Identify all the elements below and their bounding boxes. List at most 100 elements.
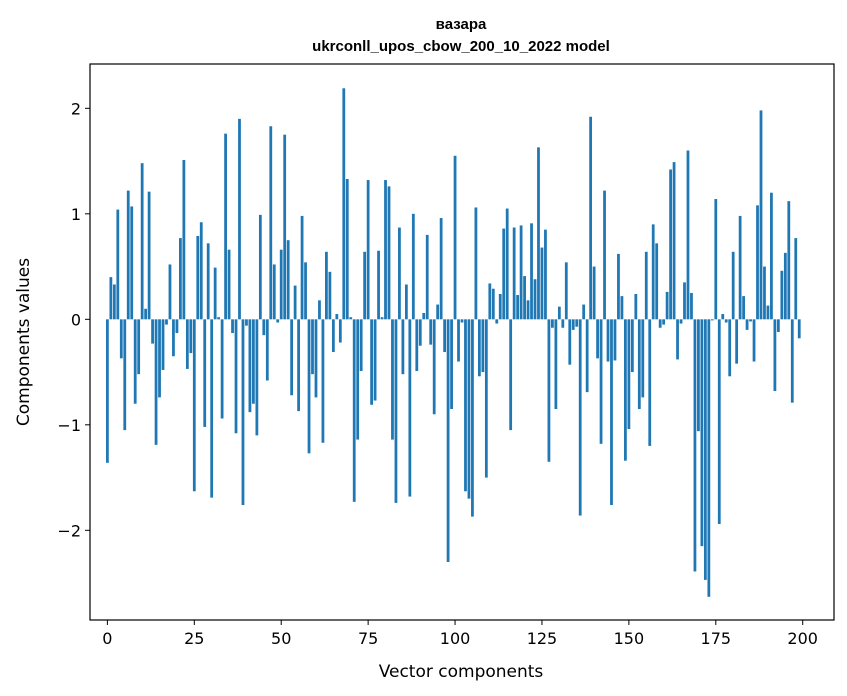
bar xyxy=(717,319,721,524)
bar xyxy=(213,267,217,320)
bar xyxy=(617,253,620,320)
bar xyxy=(168,264,172,320)
x-tick-label: 200 xyxy=(787,629,818,648)
bar xyxy=(519,225,523,320)
bar xyxy=(467,319,471,499)
bar xyxy=(450,319,453,409)
bar xyxy=(366,180,370,320)
bar xyxy=(644,251,648,320)
bar xyxy=(498,294,502,320)
bar xyxy=(175,319,179,334)
bar xyxy=(540,247,544,320)
bar xyxy=(179,238,182,320)
bar xyxy=(144,308,148,320)
bar xyxy=(443,319,447,353)
bar xyxy=(575,319,579,327)
bar xyxy=(509,319,513,431)
bar xyxy=(610,319,613,506)
bar xyxy=(464,319,467,492)
chart-subtitle: ukrconll_upos_cbow_200_10_2022 model xyxy=(312,38,610,55)
bar xyxy=(245,319,248,326)
bar xyxy=(683,282,686,320)
bar xyxy=(203,319,207,427)
bar xyxy=(248,319,252,413)
bar xyxy=(783,252,787,320)
bar xyxy=(537,147,540,320)
bar xyxy=(192,319,196,492)
bar xyxy=(272,264,276,320)
bar xyxy=(592,266,596,320)
bar xyxy=(338,319,342,343)
bar xyxy=(331,319,335,353)
bar xyxy=(432,319,436,415)
bar xyxy=(620,296,624,320)
bar xyxy=(210,319,214,498)
y-tick-label: 0 xyxy=(71,310,81,329)
bar xyxy=(411,213,415,320)
bar xyxy=(627,319,631,430)
bar xyxy=(502,228,506,320)
bar xyxy=(735,319,739,364)
bar xyxy=(672,162,676,320)
bar xyxy=(161,319,165,370)
bar xyxy=(217,317,221,320)
bar xyxy=(252,319,255,404)
bar xyxy=(745,319,749,330)
bar xyxy=(380,317,384,320)
bar xyxy=(797,319,801,339)
bar xyxy=(693,319,697,572)
bar xyxy=(439,218,443,320)
bar xyxy=(512,227,516,320)
bar xyxy=(526,300,530,320)
bar xyxy=(199,222,203,320)
bar xyxy=(363,251,367,320)
bar xyxy=(707,319,711,597)
bar xyxy=(206,243,210,320)
bar xyxy=(119,319,123,359)
bar xyxy=(794,238,798,320)
bar xyxy=(220,319,224,419)
bar xyxy=(637,319,641,409)
bar xyxy=(408,319,412,497)
bar xyxy=(648,319,652,446)
bar xyxy=(109,277,113,320)
bar xyxy=(530,223,533,320)
bar xyxy=(484,319,488,478)
bar xyxy=(227,249,231,320)
bar xyxy=(676,319,679,360)
bar xyxy=(321,319,325,443)
bar xyxy=(776,319,780,332)
bar xyxy=(700,319,704,547)
bar xyxy=(279,249,283,320)
bar xyxy=(773,319,777,392)
y-axis-label: Components values xyxy=(14,258,34,426)
bar xyxy=(314,319,318,398)
bar xyxy=(398,227,401,320)
bar xyxy=(474,207,478,320)
y-tick-label: 1 xyxy=(71,205,81,224)
bar xyxy=(714,199,718,320)
bar xyxy=(265,319,269,381)
bar xyxy=(697,319,700,432)
bar xyxy=(724,319,728,323)
bar xyxy=(387,186,391,320)
bar xyxy=(238,118,241,320)
bar xyxy=(342,88,346,320)
bar xyxy=(766,305,770,320)
bar xyxy=(370,319,373,405)
bar xyxy=(325,251,328,320)
x-tick-label: 50 xyxy=(271,629,291,648)
bar xyxy=(293,285,297,320)
x-tick-label: 175 xyxy=(701,629,732,648)
bar xyxy=(568,319,572,365)
bar xyxy=(269,126,273,320)
bar xyxy=(641,319,645,398)
bar xyxy=(703,319,707,580)
bar xyxy=(585,319,589,393)
bar xyxy=(481,319,485,373)
bar xyxy=(373,319,377,401)
bar xyxy=(544,229,547,320)
bar xyxy=(158,319,161,398)
bar xyxy=(318,300,321,320)
bar xyxy=(404,284,408,320)
